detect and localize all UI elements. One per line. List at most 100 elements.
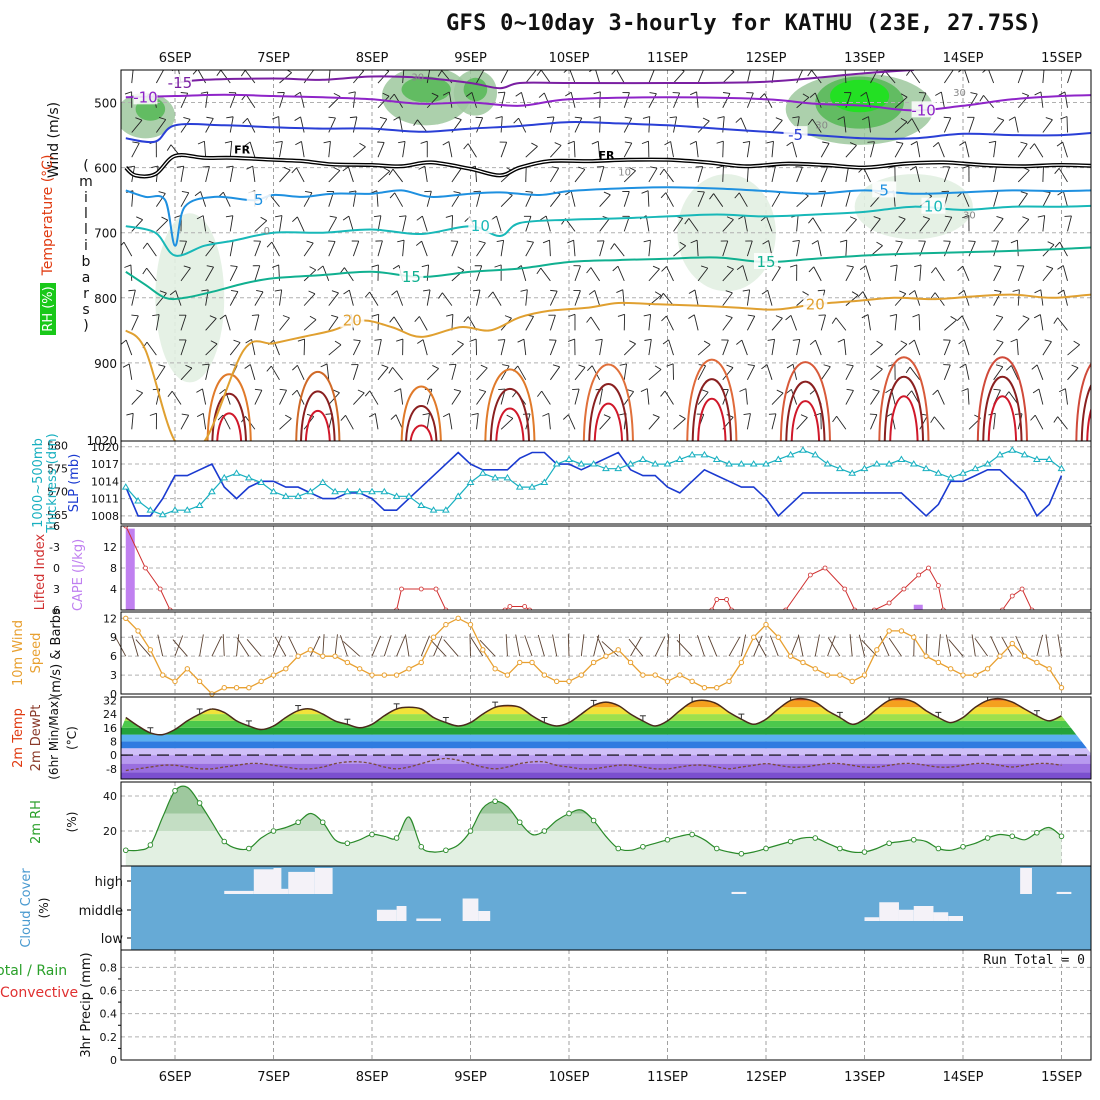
wind-barb-flag (536, 267, 542, 275)
wind-barb-flag (697, 191, 705, 193)
label-millibars-letter: s (82, 302, 89, 318)
wind-barb-staff (722, 165, 724, 182)
wind-barb-flag (565, 91, 572, 97)
li-point (935, 583, 941, 588)
thickness-point (454, 492, 463, 499)
wind-barb-flag (626, 389, 634, 393)
wind-barb-flag (342, 166, 349, 172)
wind-barb-staff (845, 240, 848, 257)
wind-speed-point (714, 684, 720, 691)
wind-speed-point (787, 653, 794, 659)
wind-barb-staff (845, 365, 854, 381)
wind-speed-point (406, 666, 412, 672)
wind-barb-flag (388, 168, 394, 176)
temp-band (121, 741, 1091, 749)
wind-barb-flag (393, 116, 400, 121)
wind-barb-flag (595, 338, 603, 341)
wind-barb-staff (279, 92, 285, 108)
wind-barb-flag (1058, 91, 1066, 96)
li-point (842, 586, 848, 592)
wind-barb-flag (959, 363, 966, 369)
wind-barb-flag (896, 141, 904, 144)
wind-barb-staff (369, 291, 379, 306)
wind-barb-staff (741, 339, 748, 356)
wind-barb-flag (792, 338, 800, 341)
surface-wind-barb (172, 639, 188, 657)
panel-frame-slp (120, 440, 1092, 525)
precip-tick-label: 0.6 (100, 985, 118, 998)
wind-barb-staff (1017, 170, 1030, 183)
surface-wind-barb (879, 635, 890, 657)
wind-barb-staff (279, 169, 291, 183)
wind-barb-flag (837, 116, 845, 121)
wind-barb-flag (1045, 117, 1053, 121)
wind-barb-staff (623, 118, 633, 133)
wind-barb-staff (590, 316, 601, 331)
wind-barb-staff (146, 242, 157, 257)
wind-barb-staff (476, 289, 481, 306)
wind-barb-flag (786, 141, 793, 147)
wind-barb-staff (352, 116, 358, 133)
precip-tick-label: 0 (110, 1054, 117, 1067)
wind-speed-point (159, 672, 166, 678)
wind-barb-staff (722, 93, 731, 108)
label-millibars-letter: i (84, 238, 88, 254)
thickness-point (983, 460, 992, 467)
wind-barb-flag (230, 265, 238, 267)
surface-wind-barb (974, 637, 988, 657)
wind-barb-flag (578, 166, 586, 170)
wind-barb-staff (476, 391, 487, 405)
wind-speed-point (615, 647, 621, 653)
surface-wind-barb (211, 636, 222, 657)
surface-wind-barb (479, 639, 496, 657)
wind-barb-staff (1017, 193, 1028, 207)
wind-speed-point (381, 672, 388, 678)
pressure-tick-label: 500 (94, 97, 117, 111)
wind-barb-flag (701, 389, 709, 393)
rh-point (911, 837, 917, 843)
wind-barb-flag (373, 215, 381, 218)
wind-barb-staff (222, 192, 231, 207)
wind-barb-staff (131, 219, 143, 232)
wind-barb-staff (993, 291, 1002, 306)
wind-barb-staff (1017, 265, 1025, 282)
wind-barb-flag (747, 364, 755, 367)
wind-barb-staff (550, 366, 561, 381)
wind-barb-staff (123, 241, 133, 257)
surface-wind-barb (858, 634, 865, 657)
wind-barb-staff (673, 70, 685, 84)
wind-barb-flag (664, 141, 671, 146)
surface-wind-barb (505, 634, 508, 657)
wind-barb-staff (993, 119, 1005, 133)
wind-barb-staff (623, 142, 633, 158)
wind-barb-flag (662, 339, 669, 345)
wind-barb-flag (320, 363, 328, 368)
surface-wind-barb (131, 634, 139, 657)
wind-barb-staff (569, 70, 576, 84)
wind-barb-staff (894, 218, 906, 232)
wind-barb-staff (746, 289, 751, 306)
wind-barb-flag (1060, 116, 1068, 120)
thickness-point (478, 469, 487, 476)
temp-tick-label: 16 (103, 722, 117, 735)
rh-tick-label: 20 (103, 825, 117, 838)
wind-barb-staff (746, 141, 751, 158)
cloud-label-group1: Cloud Cover (19, 868, 34, 948)
wind-barb-flag (194, 191, 201, 197)
isotherm-label: 15 (756, 253, 775, 271)
thickness-point (700, 450, 709, 458)
wind-barb-staff (697, 344, 711, 356)
wind-barb-staff (254, 291, 264, 306)
thickness-point (799, 446, 807, 453)
wind-barb-staff (303, 192, 313, 207)
wind-barb-flag (472, 289, 481, 292)
wind-barb-flag (542, 239, 550, 244)
wind-barb-flag (1057, 289, 1065, 295)
wind-barb-staff (525, 70, 537, 84)
wind-barb-flag (744, 67, 751, 68)
pressure-tick-label: 900 (94, 357, 117, 371)
wind-barb-flag (905, 366, 911, 374)
wind-barb-staff (791, 141, 798, 158)
wind-barb-staff (279, 418, 292, 430)
